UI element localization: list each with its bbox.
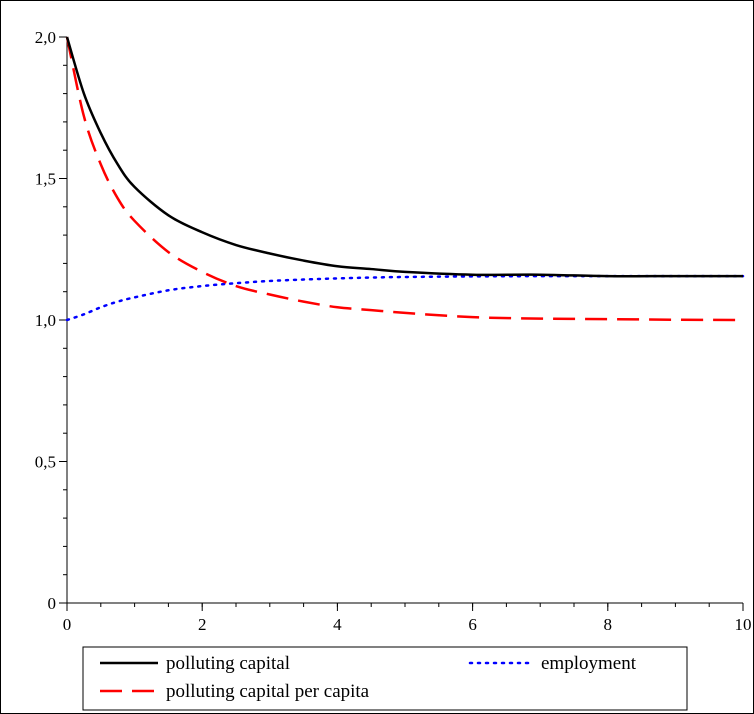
x-tick-label: 10 — [735, 615, 752, 634]
y-tick-label: 2,0 — [35, 28, 56, 47]
x-tick-label: 2 — [198, 615, 207, 634]
y-tick-label: 1,5 — [35, 170, 56, 189]
legend-box — [82, 646, 688, 711]
legend-label: polluting capital — [166, 653, 290, 674]
legend-label: employment — [541, 653, 637, 674]
legend: polluting capital employment polluting cap… — [82, 646, 688, 711]
series-line-polluting-capital-per-capita — [65, 36, 744, 322]
y-tick-label: 1,0 — [35, 311, 56, 330]
y-tick-label: 0 — [48, 594, 57, 613]
series-line-polluting-capital — [65, 36, 743, 278]
legend-label: polluting capital per capita — [166, 681, 370, 702]
x-tick-label: 8 — [604, 615, 613, 634]
x-tick-label: 6 — [468, 615, 477, 634]
axes: 0 0,5 1,0 1,5 2,0 0 2 4 6 8 10 — [35, 28, 752, 634]
y-tick-label: 0,5 — [35, 453, 56, 472]
x-tick-label: 4 — [333, 615, 342, 634]
x-tick-label: 0 — [63, 615, 72, 634]
series-layer — [65, 36, 745, 322]
